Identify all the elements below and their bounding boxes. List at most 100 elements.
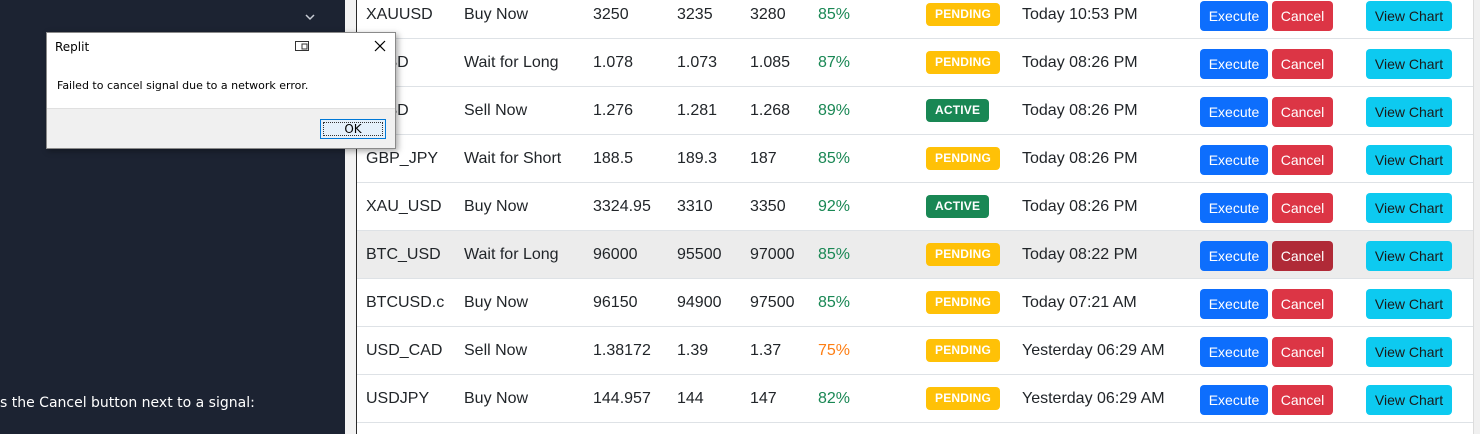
view-chart-button[interactable]: View Chart	[1366, 193, 1452, 223]
view-chart-button[interactable]: View Chart	[1366, 145, 1452, 175]
execute-button[interactable]: Execute	[1200, 337, 1268, 367]
time-cell: Yesterday 06:29 AM	[1022, 342, 1165, 359]
execute-button[interactable]: Execute	[1200, 97, 1268, 127]
status-badge: PENDING	[926, 147, 1001, 170]
cancel-button[interactable]: Cancel	[1272, 385, 1333, 415]
stop-loss-cell: 95500	[677, 246, 722, 263]
confidence-cell: 75%	[818, 342, 851, 359]
action-cell: Sell Now	[464, 342, 528, 359]
view-chart-button[interactable]: View Chart	[1366, 337, 1452, 367]
execute-button[interactable]: Execute	[1200, 145, 1268, 175]
entry-cell: 144.957	[593, 390, 651, 407]
take-profit-cell: 97500	[750, 294, 795, 311]
status-badge: PENDING	[926, 339, 1001, 362]
cancel-button[interactable]: Cancel	[1272, 289, 1333, 319]
action-cell: Buy Now	[464, 390, 529, 407]
action-cell: Buy Now	[464, 6, 529, 23]
action-cell: Wait for Long	[464, 246, 559, 263]
table-row: BTC_USD Wait for Long 96000 95500 97000 85% To…	[357, 231, 1473, 279]
time-cell: Today 10:53 PM	[1022, 6, 1138, 23]
dialog-title: Replit	[55, 40, 90, 54]
close-icon[interactable]	[369, 36, 391, 56]
take-profit-cell: 97000	[750, 246, 795, 263]
execute-button[interactable]: Execute	[1200, 241, 1268, 271]
status-badge: PENDING	[926, 51, 1001, 74]
take-profit-cell: 187	[750, 150, 777, 167]
stop-loss-cell: 1.281	[677, 102, 718, 119]
dialog-message: Failed to cancel signal due to a network…	[57, 79, 309, 92]
time-cell: Today 08:26 PM	[1022, 54, 1138, 71]
confidence-cell: 89%	[818, 102, 851, 119]
cancel-button[interactable]: Cancel	[1272, 145, 1333, 175]
cancel-button[interactable]: Cancel	[1272, 49, 1333, 79]
take-profit-cell: 3350	[750, 198, 786, 215]
symbol-cell: USD_CAD	[366, 342, 443, 359]
chevron-down-icon[interactable]	[303, 10, 317, 24]
take-profit-cell: 1.085	[750, 54, 791, 71]
stop-loss-cell: 1.073	[677, 54, 718, 71]
cancel-button[interactable]: Cancel	[1272, 337, 1333, 367]
symbol-cell: BTC_USD	[366, 246, 441, 263]
execute-button[interactable]: Execute	[1200, 385, 1268, 415]
view-chart-button[interactable]: View Chart	[1366, 97, 1452, 127]
dialog-footer: OK	[47, 108, 395, 148]
table-row: XAUUSD Buy Now 3250 3235 3280 85% Today 10:53 …	[357, 0, 1473, 39]
entry-cell: 1.078	[593, 54, 634, 71]
table-row: XAU_USD Buy Now 3324.95 3310 3350 92% Today 08…	[357, 183, 1473, 231]
cancel-button[interactable]: Cancel	[1272, 241, 1333, 271]
entry-cell: 96150	[593, 294, 638, 311]
action-cell: Wait for Long	[464, 54, 559, 71]
entry-cell: 96000	[593, 246, 638, 263]
take-profit-cell: 1.268	[750, 102, 791, 119]
table-row: USD_CAD Sell Now 1.38172 1.39 1.37 75% Yesterd…	[357, 327, 1473, 375]
time-cell: Today 08:26 PM	[1022, 150, 1138, 167]
execute-button[interactable]: Execute	[1200, 289, 1268, 319]
status-badge: PENDING	[926, 3, 1001, 26]
confidence-cell: 87%	[818, 54, 851, 71]
entry-cell: 3250	[593, 6, 629, 23]
stop-loss-cell: 144	[677, 390, 704, 407]
signals-table: XAUUSD Buy Now 3250 3235 3280 85% Today 10:53 …	[357, 0, 1473, 434]
execute-button[interactable]: Execute	[1200, 49, 1268, 79]
time-cell: Today 08:26 PM	[1022, 102, 1138, 119]
cancel-button[interactable]: Cancel	[1272, 97, 1333, 127]
confidence-cell: 82%	[818, 390, 851, 407]
view-chart-button[interactable]: View Chart	[1366, 289, 1452, 319]
table-row: BTCUSD.c Buy Now 96150 94900 97500 85% Today 0…	[357, 279, 1473, 327]
action-cell: Sell Now	[464, 102, 528, 119]
cancel-button[interactable]: Cancel	[1272, 1, 1333, 31]
entry-cell: 3324.95	[593, 198, 651, 215]
view-chart-button[interactable]: View Chart	[1366, 1, 1452, 31]
confidence-cell: 92%	[818, 198, 851, 215]
action-cell: Buy Now	[464, 198, 529, 215]
stop-loss-cell: 189.3	[677, 150, 718, 167]
time-cell: Today 08:22 PM	[1022, 246, 1138, 263]
cancel-button[interactable]: Cancel	[1272, 193, 1333, 223]
stop-loss-cell: 3235	[677, 6, 713, 23]
chat-text-snippet: s the Cancel button next to a signal:	[0, 395, 255, 411]
symbol-cell: XAUUSD	[366, 6, 433, 23]
window-mode-icon	[295, 41, 309, 51]
take-profit-cell: 3280	[750, 6, 786, 23]
view-chart-button[interactable]: View Chart	[1366, 49, 1452, 79]
time-cell: Today 08:26 PM	[1022, 198, 1138, 215]
symbol-cell: BTCUSD.c	[366, 294, 445, 311]
error-dialog: Replit Failed to cancel signal due to a …	[46, 32, 396, 149]
view-chart-button[interactable]: View Chart	[1366, 385, 1452, 415]
entry-cell: 1.38172	[593, 342, 651, 359]
entry-cell: 1.276	[593, 102, 634, 119]
execute-button[interactable]: Execute	[1200, 1, 1268, 31]
symbol-cell: XAU_USD	[366, 198, 442, 215]
table-row: GBP_JPY Wait for Short 188.5 189.3 187 85% Tod…	[357, 135, 1473, 183]
ok-button[interactable]: OK	[320, 119, 386, 139]
view-chart-button[interactable]: View Chart	[1366, 241, 1452, 271]
stop-loss-cell: 94900	[677, 294, 722, 311]
table-row: USDJPY Buy Now 144.957 144 147 82% Yesterday 0…	[357, 375, 1473, 423]
confidence-cell: 85%	[818, 294, 851, 311]
confidence-cell: 85%	[818, 246, 851, 263]
scrollbar[interactable]	[1473, 0, 1480, 434]
confidence-cell: 85%	[818, 150, 851, 167]
execute-button[interactable]: Execute	[1200, 193, 1268, 223]
